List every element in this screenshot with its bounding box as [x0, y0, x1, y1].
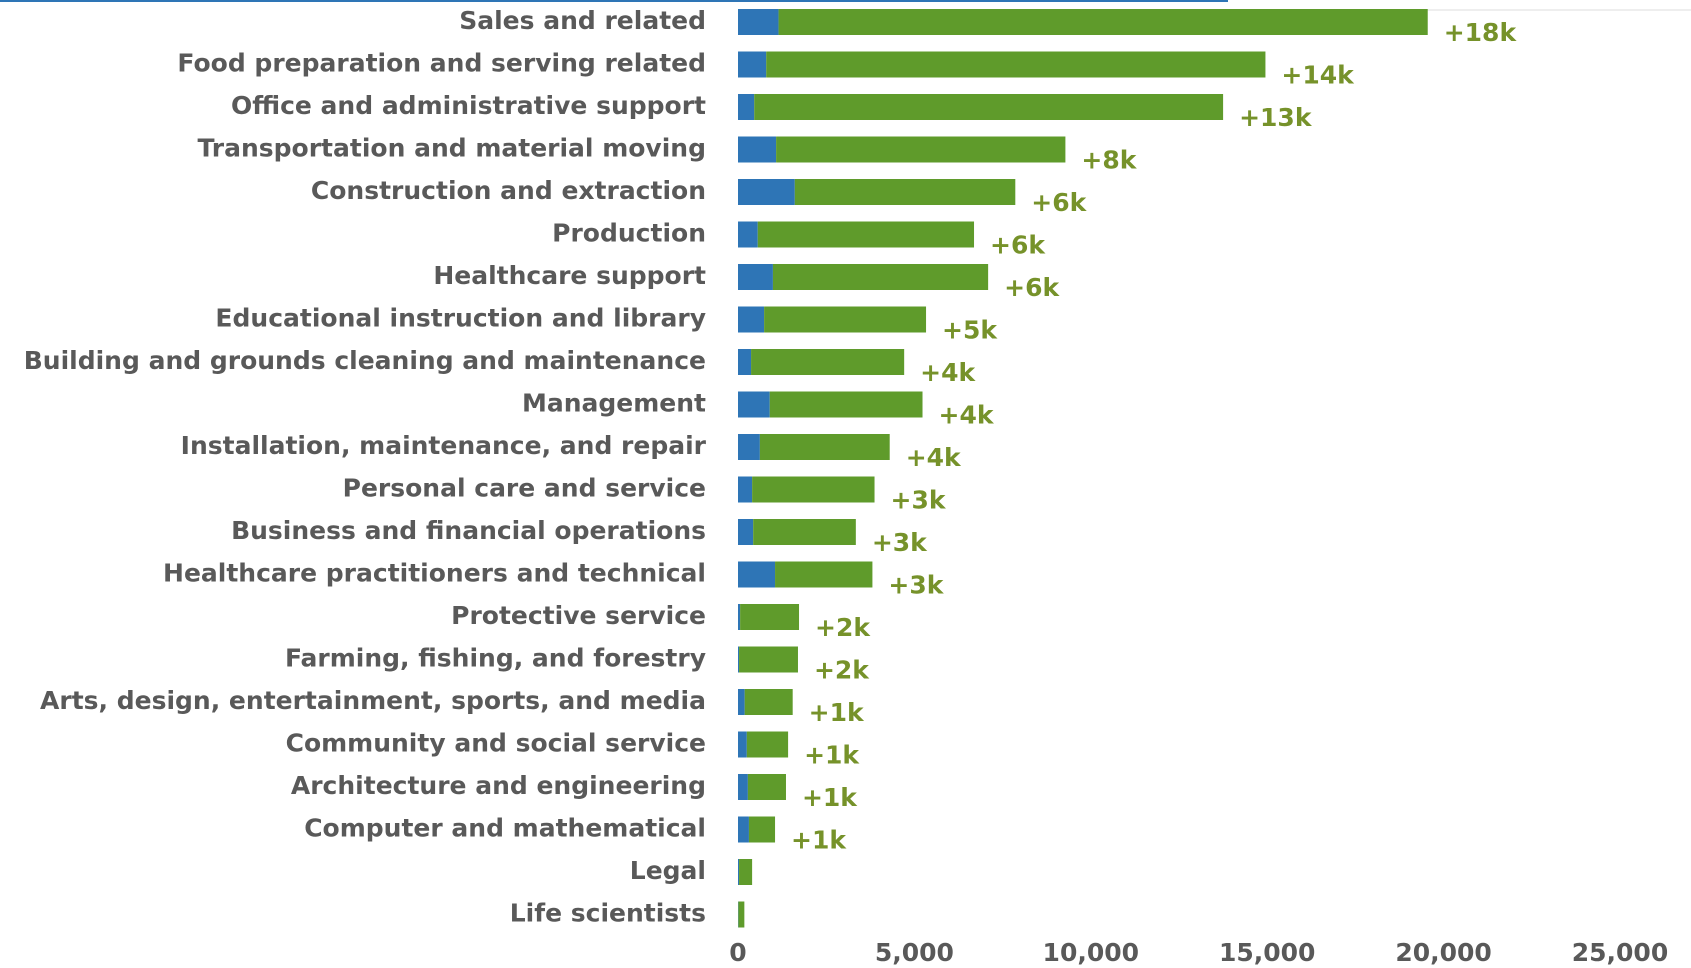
value-label: +4k — [906, 443, 962, 472]
bar-segment — [738, 434, 760, 460]
bar-segment — [738, 51, 767, 78]
bar-segment — [772, 264, 989, 290]
x-tick-label: 20,000 — [1395, 938, 1491, 967]
x-tick-label: 25,000 — [1572, 938, 1668, 967]
bar-segment — [752, 476, 875, 503]
bar-segment — [738, 179, 795, 205]
category-label: Farming, fishing, and forestry — [285, 644, 706, 673]
value-label: +14k — [1281, 61, 1355, 90]
category-label: Food preparation and serving related — [177, 49, 706, 78]
bar-segment — [738, 94, 755, 120]
category-label: Life scientists — [510, 899, 706, 928]
bar-segment — [739, 859, 753, 885]
bar-segment — [738, 604, 741, 630]
bar-segment — [738, 136, 777, 163]
bar-segment — [759, 434, 890, 460]
bar-segment — [738, 476, 753, 503]
value-label: +1k — [802, 783, 858, 812]
value-label: +6k — [1031, 188, 1087, 217]
value-label: +1k — [804, 741, 860, 770]
value-label: +6k — [990, 231, 1046, 260]
value-label: +1k — [791, 826, 847, 855]
category-label: Healthcare support — [433, 261, 706, 290]
value-label: +8k — [1081, 146, 1137, 175]
bar-segment — [769, 391, 923, 418]
category-label: Legal — [630, 856, 706, 885]
category-label: Building and grounds cleaning and mainte… — [24, 346, 706, 375]
category-label: Production — [552, 219, 706, 248]
category-label: Office and administrative support — [231, 91, 706, 120]
bar-segment — [794, 179, 1016, 205]
category-label: Computer and mathematical — [304, 814, 706, 843]
category-label: Architecture and engineering — [291, 771, 706, 800]
bar-segment — [738, 816, 749, 843]
value-label: +3k — [888, 571, 944, 600]
bar-segment — [738, 9, 779, 35]
bar-segment — [738, 264, 773, 290]
bar-segment — [751, 349, 905, 375]
bar-segment — [766, 51, 1266, 78]
bar-segment — [778, 9, 1428, 35]
value-label: +5k — [942, 316, 998, 345]
value-label: +1k — [809, 698, 865, 727]
x-tick-label: 5,000 — [875, 938, 954, 967]
category-label: Management — [522, 389, 706, 418]
bar-segment — [748, 816, 776, 843]
bar-segment — [738, 774, 748, 800]
category-label: Healthcare practitioners and technical — [163, 559, 706, 588]
x-tick-label: 10,000 — [1043, 938, 1139, 967]
bar-segment — [738, 646, 740, 673]
bar-segment — [740, 604, 800, 630]
bar-segment — [738, 391, 770, 418]
x-tick-label: 15,000 — [1219, 938, 1315, 967]
bar-segment — [754, 94, 1224, 120]
value-label: +6k — [1004, 273, 1060, 302]
category-label: Construction and extraction — [311, 176, 706, 205]
bar-segment — [776, 136, 1066, 163]
value-label: +2k — [815, 613, 871, 642]
bar-segment — [747, 774, 786, 800]
bar-segment — [744, 689, 793, 715]
bar-segment — [738, 561, 776, 588]
category-label: Arts, design, entertainment, sports, and… — [40, 686, 706, 715]
category-label: Transportation and material moving — [197, 134, 706, 163]
bar-segment — [753, 519, 856, 545]
bar-segment — [746, 731, 789, 758]
category-label: Installation, maintenance, and repair — [181, 431, 707, 460]
bar-segment — [764, 306, 927, 333]
bar-segment — [757, 221, 975, 248]
value-label: +3k — [891, 486, 947, 515]
category-label: Community and social service — [286, 729, 706, 758]
bar-segment — [738, 731, 747, 758]
x-tick-label: 0 — [729, 938, 746, 967]
bar-segment — [738, 519, 754, 545]
value-label: +4k — [939, 401, 995, 430]
bar-segment — [738, 306, 765, 333]
bar-segment — [738, 221, 758, 248]
value-label: +4k — [920, 358, 976, 387]
category-label: Personal care and service — [343, 474, 706, 503]
value-label: +2k — [814, 656, 870, 685]
bar-segment — [738, 349, 752, 375]
category-label: Business and financial operations — [231, 516, 706, 545]
bar-segment — [738, 901, 745, 928]
bar-segment — [738, 689, 745, 715]
category-label: Sales and related — [459, 6, 706, 35]
bar-segment — [738, 859, 740, 885]
value-label: +18k — [1444, 18, 1518, 47]
bar-segment — [739, 646, 798, 673]
category-label: Protective service — [451, 601, 706, 630]
bar-segment — [775, 561, 873, 588]
category-label: Educational instruction and library — [215, 304, 706, 333]
value-label: +13k — [1239, 103, 1313, 132]
value-label: +3k — [872, 528, 928, 557]
